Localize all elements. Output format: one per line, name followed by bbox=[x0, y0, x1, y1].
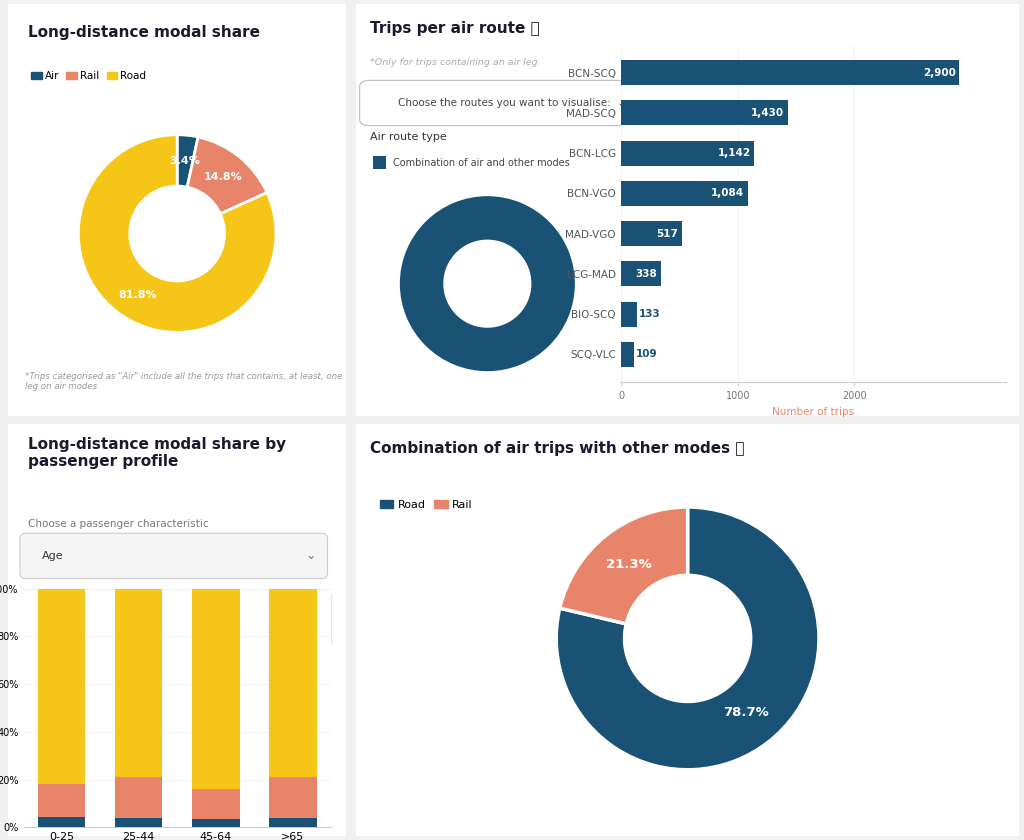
Text: 3.4%: 3.4% bbox=[170, 156, 201, 165]
Text: 109: 109 bbox=[636, 349, 657, 360]
Text: ⌄: ⌄ bbox=[305, 549, 316, 563]
Wedge shape bbox=[556, 507, 819, 769]
Bar bbox=[373, 156, 386, 169]
Text: Long-distance modal share: Long-distance modal share bbox=[29, 24, 260, 39]
Wedge shape bbox=[398, 195, 577, 373]
Text: Combination of air and other modes: Combination of air and other modes bbox=[393, 158, 569, 168]
Text: 338: 338 bbox=[636, 269, 657, 279]
Text: Combination of air trips with other modes ⓘ: Combination of air trips with other mode… bbox=[370, 441, 744, 455]
Text: Choose the routes you want to visualise:  ⌄: Choose the routes you want to visualise:… bbox=[398, 98, 626, 108]
Legend: Road, Rail, Air: Road, Rail, Air bbox=[284, 594, 331, 643]
Bar bbox=[115, 777, 163, 818]
Text: 100%: 100% bbox=[466, 311, 509, 324]
Text: 133: 133 bbox=[639, 309, 660, 319]
FancyBboxPatch shape bbox=[359, 81, 665, 126]
Text: 21.3%: 21.3% bbox=[606, 558, 652, 570]
Wedge shape bbox=[79, 134, 275, 333]
Wedge shape bbox=[187, 137, 267, 214]
Text: 1,142: 1,142 bbox=[718, 148, 751, 158]
FancyBboxPatch shape bbox=[20, 533, 328, 579]
Bar bbox=[269, 818, 316, 827]
Text: 1,084: 1,084 bbox=[711, 188, 744, 198]
Text: Air route type: Air route type bbox=[370, 132, 446, 142]
Bar bbox=[38, 816, 85, 827]
Bar bbox=[269, 777, 316, 818]
Bar bbox=[38, 589, 85, 785]
Legend: Air, Rail, Road: Air, Rail, Road bbox=[27, 67, 151, 86]
Bar bbox=[622, 261, 660, 286]
Text: 2,900: 2,900 bbox=[923, 67, 955, 77]
FancyBboxPatch shape bbox=[5, 420, 349, 840]
Text: Choose a passenger characteristic: Choose a passenger characteristic bbox=[29, 519, 209, 529]
Bar bbox=[269, 589, 316, 777]
Text: 1,430: 1,430 bbox=[752, 108, 784, 118]
Text: *Trips categorised as "Air" include all the trips that contains, at least, one
l: *Trips categorised as "Air" include all … bbox=[25, 372, 342, 391]
Bar bbox=[622, 302, 637, 327]
Text: 14.8%: 14.8% bbox=[204, 171, 243, 181]
Text: Trips per air route ⓘ: Trips per air route ⓘ bbox=[370, 21, 540, 35]
X-axis label: Number of trips: Number of trips bbox=[772, 407, 855, 417]
Bar bbox=[622, 60, 959, 85]
Bar bbox=[191, 819, 240, 827]
Bar bbox=[622, 342, 634, 367]
FancyBboxPatch shape bbox=[5, 0, 349, 420]
Bar bbox=[622, 100, 787, 125]
Bar bbox=[622, 221, 682, 246]
FancyBboxPatch shape bbox=[350, 0, 1024, 420]
Bar bbox=[115, 589, 163, 777]
Bar bbox=[622, 181, 748, 206]
Text: 517: 517 bbox=[656, 228, 678, 239]
Text: Long-distance modal share by
passenger profile: Long-distance modal share by passenger p… bbox=[29, 437, 287, 469]
Wedge shape bbox=[560, 507, 687, 624]
Bar bbox=[191, 790, 240, 819]
FancyBboxPatch shape bbox=[350, 420, 1024, 840]
Bar bbox=[115, 818, 163, 827]
Bar bbox=[191, 589, 240, 790]
Wedge shape bbox=[177, 134, 198, 187]
Text: Age: Age bbox=[42, 551, 63, 561]
Bar bbox=[622, 140, 755, 165]
Text: 78.7%: 78.7% bbox=[723, 706, 769, 719]
Bar bbox=[38, 785, 85, 816]
Text: *Only for trips containing an air leg: *Only for trips containing an air leg bbox=[370, 58, 538, 66]
Text: 81.8%: 81.8% bbox=[119, 290, 157, 300]
Legend: Road, Rail: Road, Rail bbox=[375, 496, 477, 515]
